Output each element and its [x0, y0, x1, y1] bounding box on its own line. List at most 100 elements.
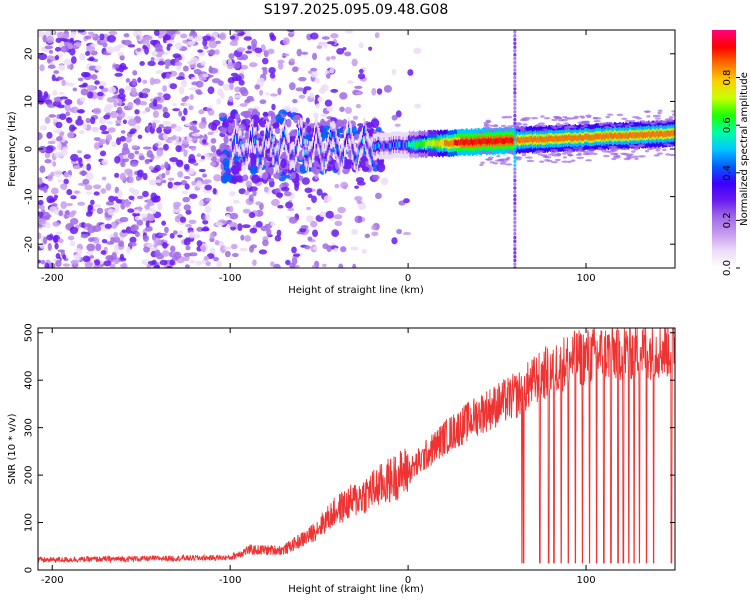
spectrogram-ridge-cell: [373, 144, 376, 150]
spectrogram-sideband-cell: [586, 115, 592, 119]
spectrogram-noise-cell: [47, 243, 52, 251]
spectrogram-noise-cell: [150, 153, 155, 161]
spectrogram-ridge-cell: [356, 156, 359, 163]
spectrogram-noise-cell: [200, 60, 207, 66]
spectrogram-ridge-cell: [407, 141, 410, 147]
spectrogram-noise-cell: [190, 76, 198, 81]
spectrogram-noise-cell: [118, 99, 123, 107]
spectrogram-noise-cell: [151, 259, 157, 265]
spectrogram-sideband-cell: [637, 144, 645, 148]
spectrogram-ridge-cell: [259, 155, 261, 162]
spectrogram-ridge-cell: [657, 132, 660, 138]
spectrogram-noise-cell: [175, 30, 181, 35]
spectrogram-ridge-cell: [539, 136, 541, 142]
spectrogram-noise-cell: [62, 33, 70, 39]
spectrogram-ridge-cell: [553, 136, 555, 142]
spectrogram-noise-cell: [86, 243, 95, 252]
spectrogram-sideband-cell: [644, 149, 650, 153]
spectrogram-spike-cell: [513, 132, 517, 137]
spectrogram-sideband-cell: [587, 148, 596, 151]
spectrogram-transition-cell: [342, 163, 352, 169]
spectrogram-noise-cell: [88, 65, 98, 71]
spectrogram-noise-cell: [125, 85, 132, 91]
spectrogram-noise-cell: [83, 223, 92, 227]
spectrogram-ridge-cell: [245, 150, 248, 156]
spectrogram-noise-cell: [74, 190, 80, 194]
spectrogram-spike-cell: [513, 68, 517, 72]
spectrogram-noise-cell: [140, 213, 148, 218]
spectrogram-ridge-cell: [551, 135, 553, 142]
spectrogram-noise-cell: [219, 32, 227, 41]
spectrogram-ridge-cell: [337, 147, 339, 154]
spectrogram-ridge-cell: [467, 140, 470, 146]
spectrogram-noise-cell: [127, 118, 137, 127]
spectrogram-ridge-cell: [378, 142, 380, 149]
spectrogram-ridge-cell: [517, 137, 520, 143]
spectrogram-sideband-cell: [477, 131, 485, 134]
spectrogram-noise-cell: [152, 195, 161, 203]
spectrogram-sideband-cell: [671, 110, 675, 113]
spectrogram-noise-cell: [309, 92, 314, 99]
spectrogram-sideband-cell: [539, 160, 545, 163]
spectrogram-ridge-cell: [663, 131, 665, 138]
spectrogram-ridge-cell: [247, 148, 250, 155]
spectrogram-noise-cell: [77, 77, 84, 82]
spectrogram-noise-cell: [53, 194, 59, 199]
spectrogram-noise-cell: [68, 47, 76, 56]
spectrogram-noise-cell: [311, 195, 317, 204]
spectrogram-sideband-cell: [643, 110, 650, 113]
spectrogram-noise-cell: [150, 57, 155, 62]
spectrogram-noise-cell: [52, 221, 60, 227]
spectrogram-ridge-cell: [251, 136, 253, 143]
spectrogram-spike-cell: [513, 186, 517, 190]
spectrogram-noise-cell: [57, 104, 65, 109]
spectrogram-noise-cell: [371, 231, 379, 237]
spectrogram-noise-cell: [245, 97, 255, 102]
spectrogram-sideband-cell: [499, 128, 506, 132]
spectrogram-ridge-cell: [555, 135, 557, 142]
spectrogram-noise-cell: [66, 188, 73, 196]
spectrogram-sideband-cell: [519, 126, 526, 130]
spectrogram-noise-cell: [47, 140, 56, 145]
spectrogram-ridge-cell: [241, 154, 243, 161]
spectrogram-ridge-cell: [638, 133, 640, 139]
spectrogram-noise-cell: [113, 64, 121, 68]
spectrogram-noise-cell: [211, 78, 221, 84]
spectrogram-noise-cell: [301, 177, 310, 185]
spectrogram-ridge-cell: [631, 132, 633, 139]
spectrogram-noise-cell: [142, 172, 148, 181]
spectrogram-sideband-cell: [626, 154, 633, 157]
spectrogram-ridge-cell: [659, 130, 662, 137]
spectrogram-ridge-cell: [286, 139, 288, 146]
colorbar-ticks: 0.0 0.2 0.4 0.6 0.8: [722, 70, 740, 276]
spectrogram-ridge-cell: [257, 150, 259, 157]
spectrogram-noise-cell: [38, 30, 45, 38]
spectrogram-ridge-cell: [607, 134, 609, 140]
spectrogram-noise-cell: [352, 115, 359, 120]
spectrogram-noise-cell: [244, 235, 251, 242]
spectrogram-ridge-cell: [263, 141, 266, 148]
spectrogram-ridge-cell: [481, 138, 484, 144]
spectrogram-noise-cell: [326, 73, 331, 79]
spectrogram-ridge-cell: [332, 131, 334, 137]
spectrogram-ridge-cell: [482, 138, 485, 144]
spectrogram-noise-cell: [129, 160, 139, 167]
spectrogram-ridge-cell: [281, 133, 284, 140]
spectrogram-noise-cell: [126, 246, 131, 254]
spectrogram-sideband-cell: [582, 150, 590, 154]
spectrogram-noise-cell: [248, 211, 256, 219]
spectrogram-ridge-cell: [321, 154, 323, 161]
spectrogram-noise-cell: [215, 40, 221, 45]
spectrogram-sideband-cell: [514, 158, 522, 161]
spectrogram-noise-cell: [70, 259, 79, 265]
spectrogram-ridge-cell: [363, 128, 365, 135]
spectrogram-noise-cell: [129, 236, 137, 244]
spectrogram-spike-cell: [513, 71, 517, 76]
spectrogram-ridge-cell: [312, 142, 315, 149]
spectrogram-sideband-cell: [526, 159, 535, 163]
spectrogram-noise-cell: [190, 146, 196, 151]
spectrogram-noise-cell: [177, 234, 183, 238]
colorbar-tick-label: 0.6: [722, 117, 733, 133]
spectrogram-noise-cell: [63, 171, 69, 178]
spectrogram-noise-cell: [247, 45, 252, 50]
